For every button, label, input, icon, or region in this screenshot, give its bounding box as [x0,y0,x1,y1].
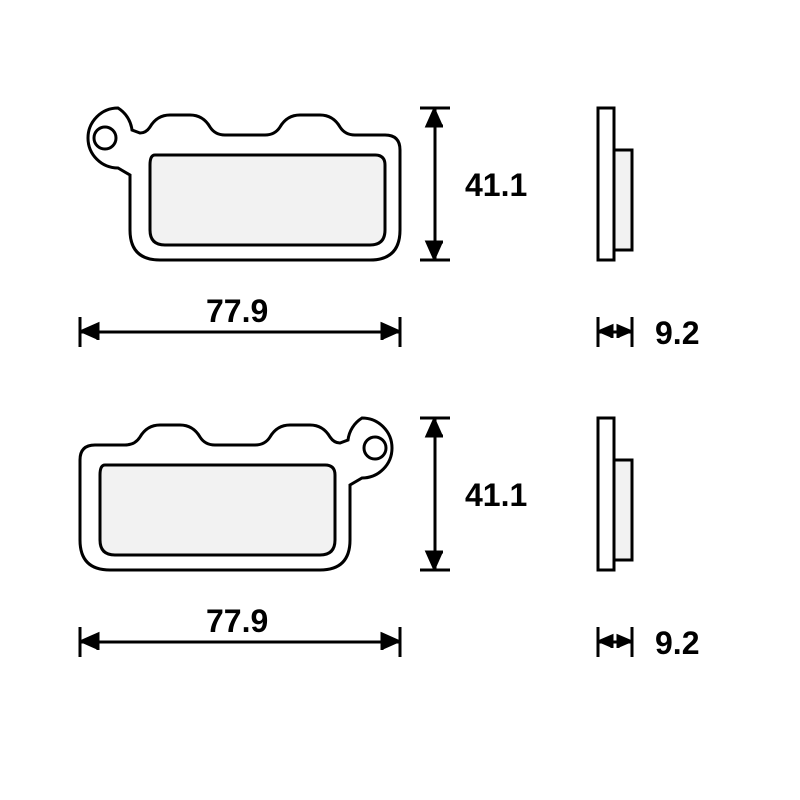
brake-pad-diagram: 41.1 77.9 9.2 [0,0,800,800]
dim-thick-bottom [598,627,632,657]
pad-bottom-friction [100,465,335,555]
pad-top-side [598,108,632,260]
dim-height-bottom [420,418,450,570]
pad-top-group: 41.1 77.9 9.2 [80,108,699,351]
dim-height-top-label: 41.1 [465,167,527,203]
pad-bottom-group: 41.1 77.9 9.2 [80,418,699,661]
pad-bottom-side [598,418,632,570]
pad-top-hole [94,127,116,149]
dim-thick-bottom-label: 9.2 [655,625,699,661]
dim-thick-top-label: 9.2 [655,315,699,351]
dim-thick-top [598,317,632,347]
dim-height-bottom-label: 41.1 [465,477,527,513]
pad-top-friction [150,155,385,245]
dim-width-top-label: 77.9 [206,293,268,329]
dim-height-top [420,108,450,260]
pad-bottom-hole [364,437,386,459]
dim-width-bottom-label: 77.9 [206,603,268,639]
